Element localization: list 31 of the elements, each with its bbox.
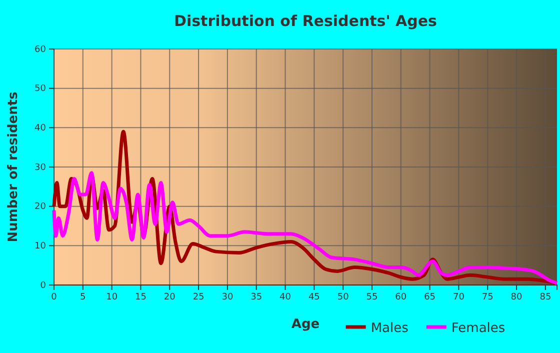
y-tick-label: 60: [34, 44, 46, 55]
y-axis-title: Number of residents: [6, 91, 21, 242]
x-tick-label: 85: [540, 292, 552, 302]
x-tick-label: 40: [280, 292, 292, 302]
x-tick-label: 10: [106, 292, 118, 302]
x-tick-label: 55: [366, 292, 378, 302]
x-tick-label: 60: [395, 292, 407, 302]
x-tick-label: 5: [80, 292, 86, 302]
x-tick-label: 80: [510, 292, 523, 302]
chart-title: Distribution of Residents' Ages: [174, 12, 438, 30]
x-tick-label: 25: [192, 292, 204, 302]
line-series: [52, 171, 559, 285]
x-tick-label: 30: [222, 292, 234, 302]
y-tick-label: 10: [34, 242, 46, 252]
x-tick-label: 20: [164, 292, 176, 302]
y-tick-label: 20: [34, 202, 46, 212]
x-tick-label: 35: [250, 292, 262, 302]
x-tick-label: 15: [135, 292, 146, 302]
legend-label: Females: [451, 321, 506, 336]
y-tick-label: 0: [40, 280, 46, 291]
x-tick-label: 50: [337, 292, 350, 302]
x-tick-label: 70: [452, 292, 465, 302]
x-tick-label: 65: [424, 292, 436, 302]
y-tick-label: 30: [34, 162, 46, 173]
x-tick-label: 45: [308, 292, 320, 302]
x-tick-label: 75: [482, 292, 494, 302]
legend-label: Males: [370, 321, 409, 336]
x-axis-title: Age: [291, 317, 320, 332]
y-tick-label: 40: [34, 124, 46, 134]
x-tick-label: 0: [51, 292, 58, 302]
y-tick-label: 50: [34, 84, 46, 94]
